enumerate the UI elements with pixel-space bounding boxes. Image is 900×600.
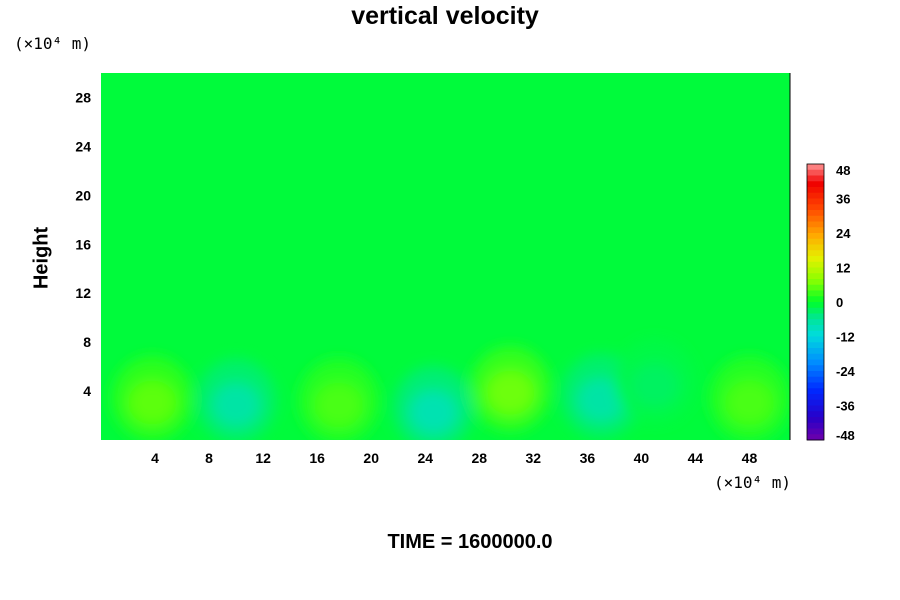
colorbar-segment — [807, 411, 824, 418]
colorbar-tick-label: 12 — [836, 261, 850, 276]
colorbar-segment — [807, 279, 824, 286]
colorbar-border — [806, 163, 825, 441]
colorbar-tick-label: 36 — [836, 192, 850, 207]
y-tick-label: 28 — [75, 89, 91, 105]
y-tick-label: 20 — [75, 187, 91, 203]
colorbar-segment — [807, 376, 824, 383]
x-tick-label: 20 — [363, 450, 379, 466]
colorbar-tick-label: -24 — [836, 364, 856, 379]
x-tick-label: 32 — [526, 450, 542, 466]
colorbar-segment — [807, 296, 824, 303]
colorbar-segment — [807, 250, 824, 257]
colorbar-segment — [807, 227, 824, 234]
y-tick-label: 16 — [75, 236, 91, 252]
colorbar-segment — [807, 307, 824, 314]
chart-title: vertical velocity — [351, 2, 539, 30]
colorbar-segment — [807, 169, 824, 176]
y-tick-label: 12 — [75, 285, 91, 301]
field-feature-core — [576, 377, 625, 422]
colorbar-segment — [807, 302, 824, 309]
field-feature-core — [212, 382, 261, 427]
x-tick-label: 8 — [205, 450, 213, 466]
colorbar-segment — [807, 434, 824, 441]
colorbar-segment — [807, 175, 824, 182]
field-feature-core — [725, 380, 774, 425]
colorbar-segment — [807, 261, 824, 268]
colorbar-tick-label: 24 — [836, 226, 851, 241]
colorbar-segment — [807, 319, 824, 326]
colorbar-segment — [807, 325, 824, 332]
field-feature-core — [409, 390, 458, 435]
colorbar-segment — [807, 359, 824, 366]
field-feature-core — [128, 380, 177, 425]
x-tick-label: 16 — [309, 450, 325, 466]
colorbar-segment — [807, 342, 824, 349]
colorbar-segment — [807, 417, 824, 424]
x-tick-label: 44 — [688, 450, 704, 466]
colorbar-segment — [807, 244, 824, 251]
x-tick-label: 48 — [742, 450, 758, 466]
colorbar-segment — [807, 382, 824, 389]
colorbar-segment — [807, 215, 824, 222]
colorbar-tick-label: 48 — [836, 163, 850, 178]
colorbar-tick-label: 0 — [836, 295, 843, 310]
x-tick-label: 4 — [151, 450, 159, 466]
colorbar-tick-label: -12 — [836, 330, 855, 345]
field-feature-core — [486, 370, 535, 415]
colorbar-segment — [807, 405, 824, 412]
x-tick-label: 36 — [580, 450, 596, 466]
colorbar-segment — [807, 348, 824, 355]
y-tick-label: 24 — [75, 138, 91, 154]
colorbar-segment — [807, 371, 824, 378]
colorbar-segment — [807, 192, 824, 199]
x-axis-unit: (×10⁴ m) — [714, 473, 792, 492]
colorbar-segment — [807, 233, 824, 240]
x-tick-label: 40 — [634, 450, 650, 466]
x-tick-label: 28 — [471, 450, 487, 466]
time-label: TIME = 1600000.0 — [387, 531, 553, 553]
colorbar-segment — [807, 428, 824, 435]
colorbar-segment — [807, 187, 824, 194]
colorbar-segment — [807, 256, 824, 263]
colorbar-segment — [807, 267, 824, 274]
colorbar-segment — [807, 204, 824, 211]
colorbar-segment — [807, 399, 824, 406]
colorbar-segment — [807, 164, 824, 171]
colorbar-segment — [807, 365, 824, 372]
field-feature-core — [314, 382, 363, 427]
colorbar-segment — [807, 313, 824, 320]
colorbar-segment — [807, 330, 824, 337]
colorbar-segment — [807, 210, 824, 217]
x-tick-label: 12 — [255, 450, 271, 466]
y-tick-label: 8 — [83, 334, 91, 350]
field-features — [112, 339, 790, 440]
colorbar-segment — [807, 290, 824, 297]
colorbar-segment — [807, 238, 824, 245]
colorbar-segment — [807, 394, 824, 401]
x-tick-label: 24 — [417, 450, 433, 466]
colorbar-segment — [807, 181, 824, 188]
colorbar-tick-label: -48 — [836, 428, 855, 443]
colorbar-segment — [807, 336, 824, 343]
colorbar-tick-label: -36 — [836, 399, 855, 414]
colorbar-segment — [807, 422, 824, 429]
colorbar-segment — [807, 221, 824, 228]
colorbar-segment — [807, 273, 824, 280]
field-feature-core — [630, 363, 679, 408]
colorbar-segment — [807, 353, 824, 360]
y-tick-label: 4 — [83, 383, 91, 399]
colorbar-segment — [807, 284, 824, 291]
colorbar-segment — [807, 388, 824, 395]
colorbar-segment — [807, 198, 824, 205]
y-axis-unit: (×10⁴ m) — [14, 34, 92, 53]
